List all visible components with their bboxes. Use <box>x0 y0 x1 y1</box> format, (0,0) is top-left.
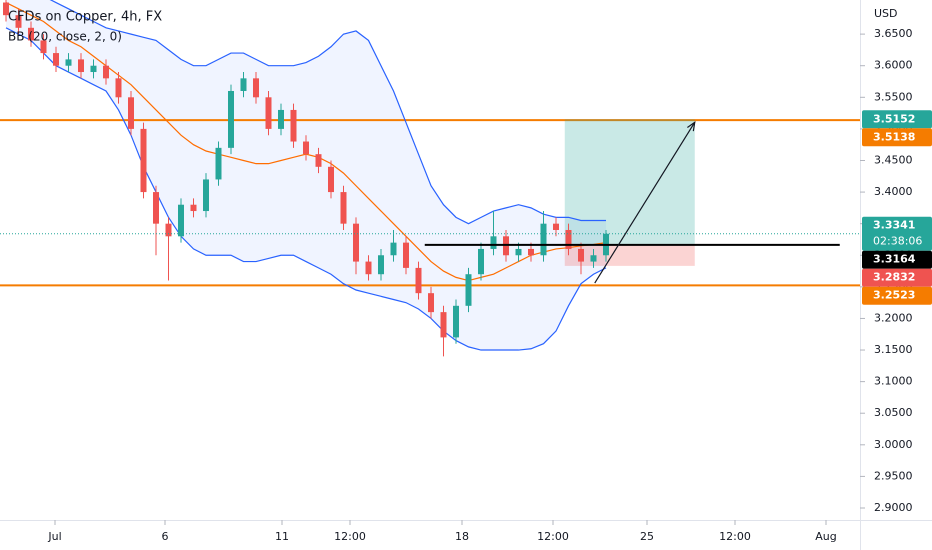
candle-body <box>240 78 247 91</box>
candle-body <box>390 242 397 256</box>
candle-body <box>215 147 222 180</box>
candle-body <box>553 223 559 230</box>
price-tag-label: 3.5152 <box>873 112 915 125</box>
candle-body <box>403 242 409 268</box>
candle-body <box>465 274 472 306</box>
price-tag <box>862 216 932 251</box>
candle-body <box>303 141 309 155</box>
x-tick-label: 6 <box>162 530 169 543</box>
candle-body <box>378 255 384 275</box>
y-tick-label: 3.6000 <box>874 59 913 72</box>
candle-body <box>253 78 259 98</box>
target-zone <box>564 119 695 245</box>
price-tag <box>862 268 932 287</box>
candle-body <box>228 90 234 148</box>
y-tick-label: 3.1500 <box>874 343 913 356</box>
x-tick-label: Jul <box>47 530 61 543</box>
candle-body <box>453 305 459 338</box>
candle-body <box>478 248 484 275</box>
candle-body <box>40 40 47 54</box>
price-tag <box>862 286 932 305</box>
price-tag-label: 3.3341 <box>873 219 915 232</box>
candle-body <box>565 229 572 249</box>
projection-arrow <box>594 121 696 284</box>
y-tick-label: 3.4500 <box>874 153 913 166</box>
y-tick-label: 3.0500 <box>874 406 913 419</box>
band-fill <box>6 0 606 351</box>
candle-body <box>265 97 272 129</box>
price-tag-label: 3.5138 <box>873 130 915 143</box>
candle-body <box>340 192 347 224</box>
currency: USD <box>874 7 898 20</box>
arrow-head <box>687 120 696 132</box>
y-tick-label: 2.9500 <box>874 469 913 482</box>
candle-body <box>140 128 147 193</box>
price-tag <box>862 128 932 147</box>
indicator-label: BB (20, close, 2, 0) <box>8 30 122 44</box>
band-line <box>5 27 607 351</box>
candle-body <box>290 109 297 142</box>
candle-body <box>528 248 534 256</box>
candle-body <box>353 223 359 262</box>
candle-body <box>278 109 284 129</box>
y-tick-label: 3.6500 <box>874 27 913 40</box>
price-tag-label: 3.2832 <box>873 271 915 284</box>
x-tick-label: 12:00 <box>537 530 569 543</box>
candle-body <box>103 65 109 79</box>
candle-body <box>203 179 209 212</box>
candle-body <box>428 293 434 313</box>
y-tick-label: 2.9000 <box>874 501 913 514</box>
countdown: 02:38:06 <box>873 235 922 248</box>
price-tag-label: 3.2523 <box>873 289 915 302</box>
candle-body <box>128 97 134 129</box>
candle-body <box>178 204 184 237</box>
y-tick-label: 3.1000 <box>874 375 913 388</box>
x-tick-label: 18 <box>455 530 469 543</box>
candle-body <box>65 59 72 66</box>
candle-body <box>578 248 584 262</box>
candle-body <box>53 53 59 66</box>
price-tag-label: 3.3164 <box>873 253 916 266</box>
y-tick-label: 3.0000 <box>874 438 913 451</box>
price-tag <box>862 250 932 269</box>
stop-zone <box>564 244 695 266</box>
candle-body <box>490 236 497 249</box>
plot-area <box>0 0 860 357</box>
candle-body <box>90 65 97 73</box>
candle-body <box>28 27 34 41</box>
y-tick-label: 3.4000 <box>874 185 913 198</box>
x-tick-label: Aug <box>815 530 836 543</box>
x-tick-label: 12:00 <box>719 530 751 543</box>
x-tick-label: 11 <box>275 530 289 543</box>
candle-body <box>415 267 422 294</box>
candle-body <box>115 78 122 98</box>
band-line <box>49 0 606 225</box>
candle-body <box>540 223 547 256</box>
price-tag <box>862 110 932 129</box>
chart-title: CFDs on Copper, 4h, FX <box>8 10 162 25</box>
candle-body <box>365 261 372 275</box>
candle-body <box>315 154 322 167</box>
candle-body <box>440 312 447 338</box>
candle-body <box>328 166 334 193</box>
candle-body <box>15 15 22 28</box>
y-tick-label: 3.5500 <box>874 90 913 103</box>
candle-body <box>190 204 197 212</box>
candle-body <box>515 248 522 256</box>
candle-body <box>165 223 172 237</box>
candle-body <box>590 255 597 262</box>
candle-body <box>153 192 159 224</box>
y-tick-label: 3.2000 <box>874 311 913 324</box>
x-tick-label: 25 <box>640 530 654 543</box>
x-tick-label: 12:00 <box>334 530 366 543</box>
candle-body <box>78 59 84 73</box>
candle-body <box>3 2 9 16</box>
